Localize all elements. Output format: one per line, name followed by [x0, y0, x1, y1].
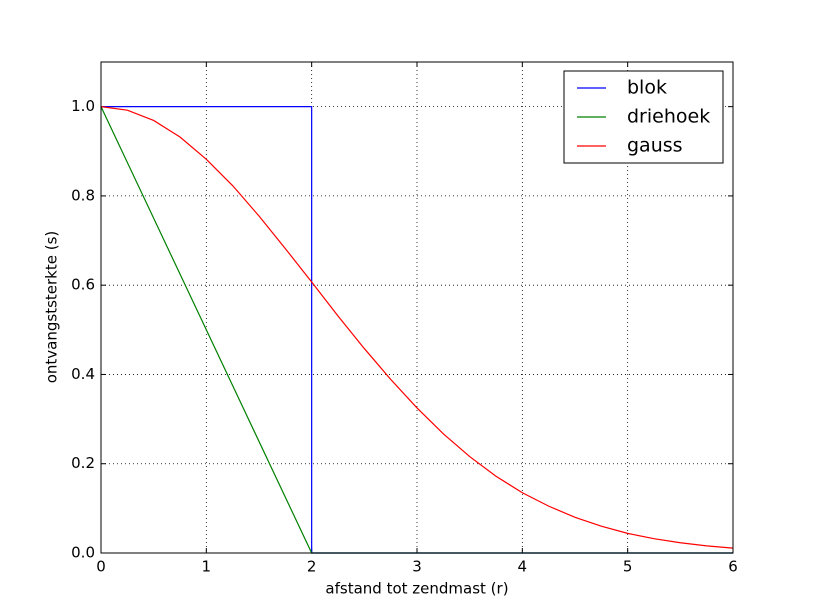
- y-tick-label: 0.2: [71, 454, 95, 472]
- legend-label: blok: [627, 77, 667, 99]
- legend-label: driehoek: [627, 106, 710, 128]
- y-axis-label: ontvangststerkte (s): [43, 231, 61, 384]
- y-tick-label: 0.6: [71, 276, 95, 294]
- x-tick-label: 6: [728, 558, 738, 576]
- line-series: [100, 106, 734, 549]
- x-tick-label: 4: [518, 558, 528, 576]
- x-tick-label: 0: [96, 558, 106, 576]
- y-tick-label: 1.0: [71, 97, 95, 115]
- plot-frame: [100, 61, 734, 554]
- x-tick-label: 2: [307, 558, 317, 576]
- legend: blok driehoek gauss: [563, 70, 724, 164]
- y-tick-label: 0.0: [71, 544, 95, 562]
- x-axis-label: afstand tot zendmast (r): [325, 580, 508, 598]
- legend-box: [563, 70, 724, 164]
- x-tick-label: 5: [623, 558, 633, 576]
- x-tick-label: 3: [412, 558, 422, 576]
- y-tick-label: 0.4: [71, 365, 95, 383]
- x-tick-label: 1: [202, 558, 212, 576]
- legend-label: gauss: [627, 135, 683, 157]
- y-tick-label: 0.8: [71, 186, 95, 204]
